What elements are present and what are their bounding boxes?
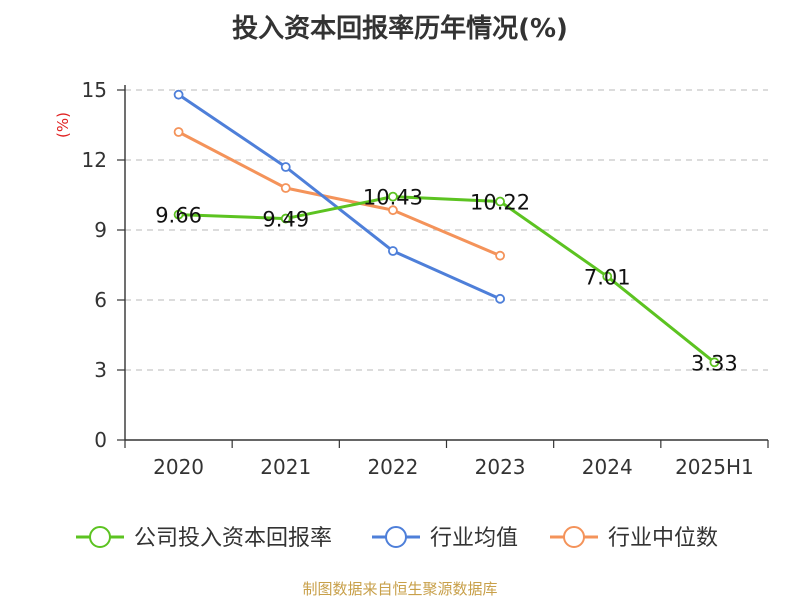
legend-item[interactable]: 行业中位数 xyxy=(550,526,718,551)
data-point xyxy=(173,127,184,137)
x-tick-label: 2025H1 xyxy=(675,455,754,479)
legend-label: 行业均值 xyxy=(430,526,518,551)
legend[interactable]: 公司投入资本回报率 行业均值 行业中位数 xyxy=(76,526,718,551)
y-axis-ticks: 0 3 6 9 12 15 xyxy=(82,78,125,452)
x-tick-label: 2022 xyxy=(367,455,418,479)
data-label: 7.01 xyxy=(584,265,631,289)
x-tick-label: 2023 xyxy=(475,455,526,479)
y-tick-label: 6 xyxy=(94,288,107,312)
gridlines xyxy=(125,89,768,371)
chart-title: 投入资本回报率历年情况(%) xyxy=(232,14,568,44)
x-tick-label: 2024 xyxy=(582,455,633,479)
data-point xyxy=(173,209,184,220)
data-label: 3.33 xyxy=(691,351,738,375)
legend-marker xyxy=(563,526,585,548)
y-tick-label: 0 xyxy=(94,428,107,452)
data-point xyxy=(173,89,184,100)
data-point xyxy=(495,196,505,207)
series-line xyxy=(178,195,716,364)
series-line xyxy=(177,130,501,258)
y-tick-label: 12 xyxy=(82,148,107,172)
data-point xyxy=(280,183,291,193)
data-point xyxy=(388,191,398,202)
x-axis-ticks: 2020 2021 2022 2023 2024 2025H1 xyxy=(124,440,769,479)
data-point xyxy=(495,250,505,261)
axes xyxy=(124,85,768,441)
series-lines xyxy=(173,89,720,368)
data-point xyxy=(388,246,398,256)
data-label: 9.49 xyxy=(262,208,309,232)
y-axis-unit-label: (%) xyxy=(54,112,72,138)
x-tick-label: 2021 xyxy=(260,455,311,479)
legend-label: 公司投入资本回报率 xyxy=(134,526,332,551)
y-tick-label: 3 xyxy=(94,358,107,382)
legend-marker xyxy=(385,526,407,548)
legend-item[interactable]: 公司投入资本回报率 xyxy=(76,526,332,551)
data-point xyxy=(280,213,291,224)
data-label: 9.66 xyxy=(155,204,202,228)
series-line xyxy=(177,93,501,301)
y-tick-label: 9 xyxy=(94,218,107,242)
data-point xyxy=(495,293,505,304)
x-tick-label: 2020 xyxy=(153,455,204,479)
data-point xyxy=(602,271,613,282)
data-point xyxy=(280,162,291,172)
data-point xyxy=(709,357,720,368)
data-label: 10.43 xyxy=(363,186,423,210)
source-note: 制图数据来自恒生聚源数据库 xyxy=(302,580,498,598)
legend-marker xyxy=(89,526,111,548)
data-point xyxy=(388,205,398,216)
y-tick-label: 15 xyxy=(82,78,107,102)
data-label: 10.22 xyxy=(470,191,530,215)
legend-item[interactable]: 行业均值 xyxy=(372,526,518,551)
data-labels: 9.66 9.49 10.43 10.22 7.01 3.33 xyxy=(155,186,738,376)
legend-label: 行业中位数 xyxy=(608,526,718,551)
